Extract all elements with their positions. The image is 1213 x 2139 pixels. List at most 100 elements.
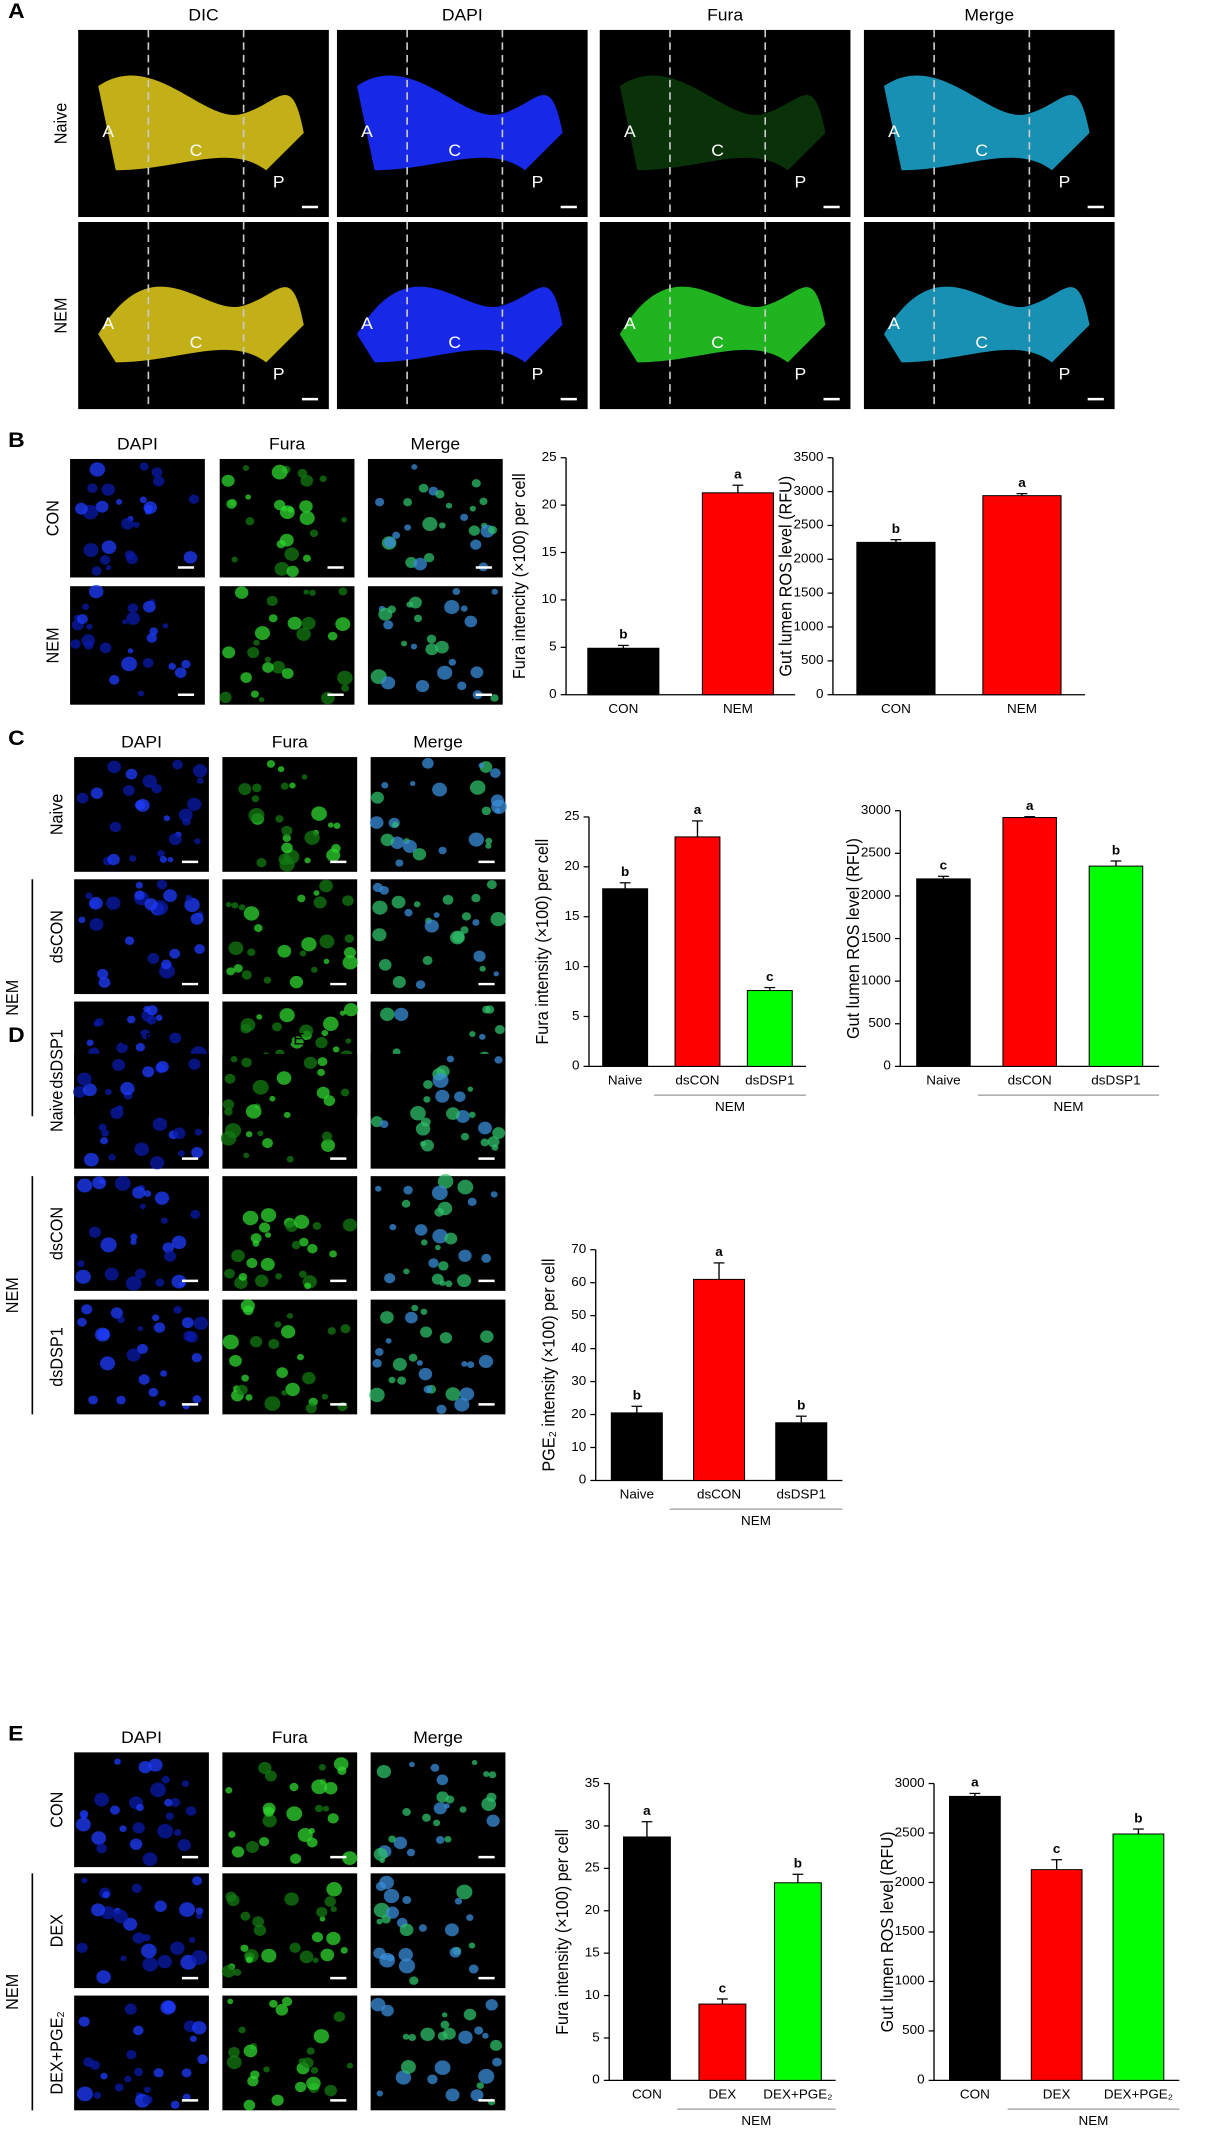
cell [431, 1273, 444, 1285]
cell [122, 784, 135, 796]
panel-letter: E [8, 1721, 23, 1745]
cell [324, 1896, 336, 1907]
cell [323, 1095, 336, 1107]
y-tick-label: 500 [868, 1016, 890, 1030]
cell [105, 565, 112, 571]
cell [470, 2089, 484, 2102]
cell [245, 517, 255, 526]
y-tick-label: 0 [816, 686, 823, 700]
cell [280, 782, 289, 790]
cell [93, 2091, 102, 2099]
cell [97, 1328, 110, 1340]
cell [445, 1387, 461, 1401]
cell [231, 556, 238, 563]
cell [238, 904, 246, 911]
cell [169, 1032, 182, 1044]
cell [423, 1385, 433, 1394]
cell [324, 2084, 337, 2097]
panel-letter: C [8, 726, 25, 750]
cell [225, 1123, 242, 1139]
cell [222, 646, 236, 659]
cell [124, 2003, 137, 2015]
cell [286, 1155, 294, 1163]
cell [406, 1848, 416, 1857]
y-tick-label: 3000 [794, 483, 824, 497]
cell [96, 1970, 111, 1984]
cell [380, 833, 395, 847]
cell [226, 967, 236, 976]
cell [256, 857, 267, 868]
x-tick-label: Naive [926, 1073, 960, 1087]
cell [372, 1358, 382, 1368]
cell [134, 2067, 144, 2077]
gut-image [356, 75, 563, 171]
cell [311, 966, 318, 973]
cell [342, 1218, 357, 1232]
cell [411, 1304, 419, 1312]
y-tick-label: 20 [585, 1903, 600, 1917]
cell [479, 965, 486, 972]
cell [109, 821, 122, 833]
cell [271, 2094, 284, 2106]
cell [342, 955, 358, 970]
y-tick-label: 2500 [861, 845, 891, 859]
y-tick-label: 1000 [794, 619, 824, 633]
row-label: dsCON [47, 1207, 67, 1260]
cell [92, 1176, 107, 1190]
cell [319, 934, 335, 949]
cell [252, 783, 262, 793]
cell [402, 1895, 412, 1905]
cell [127, 648, 134, 654]
cell [488, 1771, 497, 1779]
y-tick-label: 40 [571, 1340, 586, 1354]
cell [247, 647, 260, 659]
cell [492, 1127, 506, 1139]
cell [269, 1999, 278, 2008]
cell [327, 822, 334, 828]
cell [333, 822, 341, 829]
significance-letter: b [1134, 1811, 1142, 1825]
micrograph [599, 29, 851, 218]
cell [486, 879, 497, 890]
cell [78, 2016, 90, 2027]
cell [335, 617, 351, 632]
bar [1088, 865, 1144, 1067]
region-label: P [1059, 365, 1071, 383]
y-tick-label: 15 [585, 1945, 600, 1959]
cell [247, 2075, 259, 2087]
cell [251, 795, 260, 803]
cell [245, 1394, 253, 1401]
cell [108, 1154, 116, 1161]
cell [268, 1338, 280, 1349]
cell [194, 1128, 203, 1136]
cell [221, 1965, 236, 1978]
cell [171, 1274, 187, 1289]
cell [392, 976, 406, 989]
bar [701, 492, 774, 696]
cell [289, 1782, 299, 1792]
cell [457, 1274, 472, 1288]
cell [381, 2004, 394, 2017]
cell [242, 465, 250, 471]
cell [170, 2100, 180, 2109]
cell [469, 1031, 476, 1037]
cell [339, 1010, 346, 1016]
cell [231, 1846, 245, 1858]
y-tick-label: 500 [801, 653, 823, 667]
column-header: Fura [269, 435, 306, 453]
bar [949, 1795, 1001, 2081]
gut-image [98, 286, 304, 363]
cell [313, 896, 327, 909]
cell [299, 1950, 314, 1964]
cell [388, 1376, 396, 1384]
cell [120, 1955, 127, 1962]
row-label: DEX [47, 1914, 67, 1947]
micrograph [222, 1053, 358, 1169]
cell [181, 2068, 192, 2078]
cell [375, 1185, 382, 1192]
cell [392, 531, 401, 539]
cell [236, 1384, 248, 1396]
cell [185, 1806, 197, 1816]
cell [494, 1025, 505, 1035]
cell [81, 1877, 88, 1884]
